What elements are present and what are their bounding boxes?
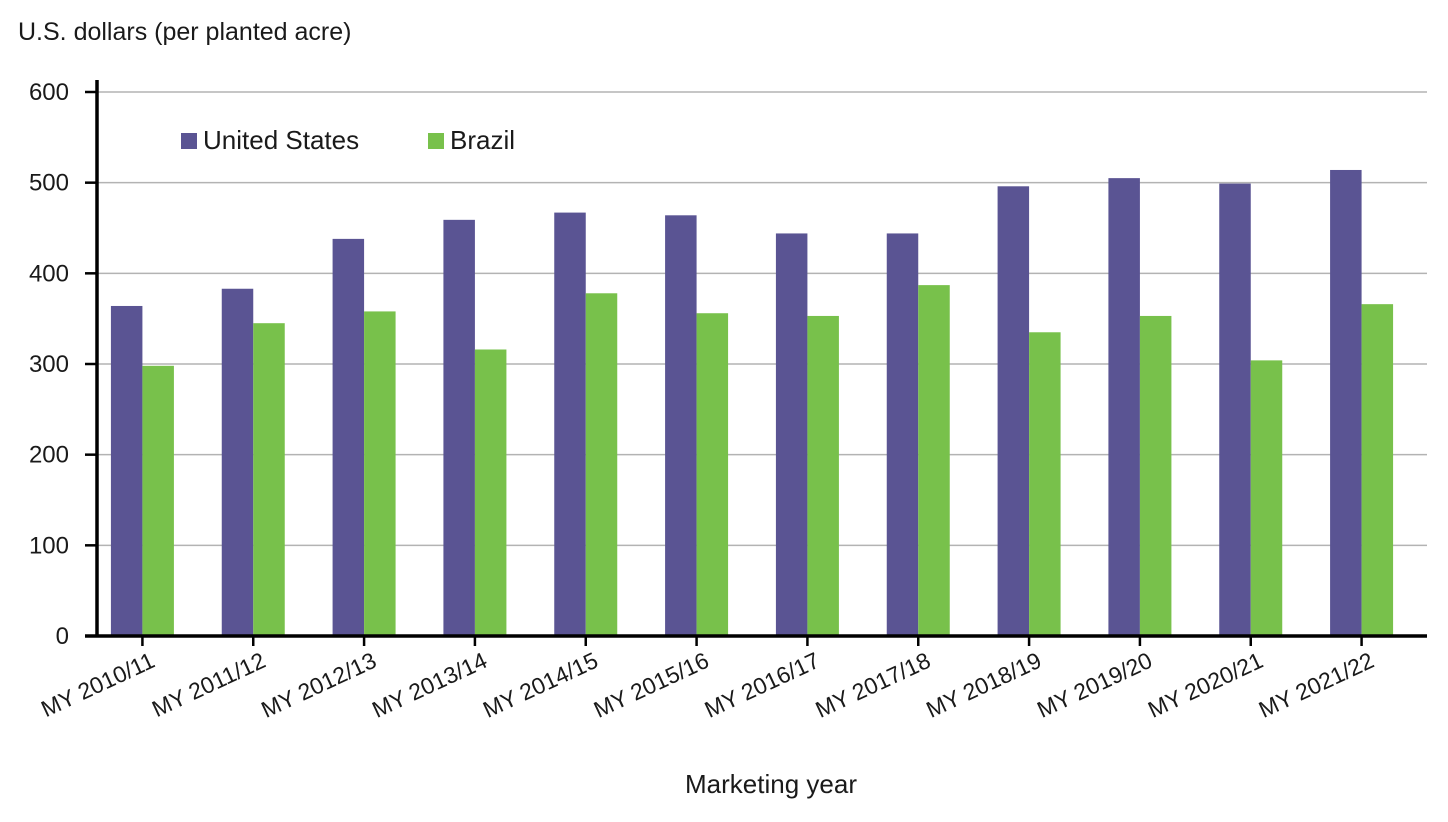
y-tick-label: 600: [29, 79, 69, 106]
x-tick-label: MY 2021/22: [1255, 647, 1378, 723]
axes: [85, 80, 1427, 646]
x-tick-label: MY 2011/12: [148, 647, 269, 722]
legend: United States Brazil: [181, 125, 515, 155]
bar-brazil: [696, 313, 729, 636]
y-tick-label: 200: [29, 442, 69, 469]
y-tick-labels: 0 100 200 300 400 500 600: [29, 79, 69, 650]
bar-brazil: [364, 311, 396, 636]
bars: [110, 169, 1394, 636]
bar-brazil: [1250, 360, 1283, 636]
x-tick-label: MY 2012/13: [257, 647, 380, 723]
y-tick-label: 100: [29, 532, 69, 559]
bar-brazil: [1139, 315, 1172, 636]
legend-label: United States: [203, 125, 359, 155]
x-tick-label: MY 2010/11: [37, 647, 158, 722]
x-axis-label: Marketing year: [685, 769, 857, 799]
bar-brazil: [1029, 332, 1061, 636]
y-tick-label: 300: [29, 351, 69, 378]
x-tick-label: MY 2017/18: [811, 647, 934, 723]
x-tick-label: MY 2016/17: [700, 647, 823, 723]
y-tick-label: 400: [29, 260, 69, 287]
bar-brazil: [253, 323, 285, 636]
bar-brazil: [1361, 304, 1394, 636]
x-tick-label: MY 2013/14: [368, 647, 491, 723]
x-tick-label: MY 2014/15: [479, 647, 602, 723]
bar-brazil: [807, 315, 839, 636]
gridlines: [97, 91, 1427, 547]
x-tick-label: MY 2020/21: [1144, 647, 1267, 723]
y-tick-label: 0: [56, 623, 69, 650]
x-tick-label: MY 2018/19: [922, 647, 1045, 723]
bar-united-states: [332, 238, 365, 636]
bar-united-states: [1330, 169, 1362, 636]
bar-brazil: [474, 349, 507, 636]
bar-united-states: [997, 186, 1030, 636]
bar-united-states: [110, 305, 143, 636]
bar-brazil: [585, 293, 618, 636]
bar-brazil: [918, 285, 950, 636]
bar-united-states: [554, 212, 586, 636]
bar-united-states: [665, 215, 697, 636]
y-tick-label: 500: [29, 170, 69, 197]
legend-swatch: [181, 133, 197, 149]
legend-label: Brazil: [450, 125, 515, 155]
x-tick-label: MY 2015/16: [590, 647, 713, 723]
bar-united-states: [443, 219, 475, 636]
bar-united-states: [221, 288, 254, 636]
bar-united-states: [775, 233, 808, 636]
bar-brazil: [142, 365, 174, 636]
y-axis-label: U.S. dollars (per planted acre): [18, 18, 351, 46]
bar-united-states: [1108, 178, 1140, 636]
bar-united-states: [1219, 183, 1251, 636]
legend-swatch: [428, 133, 444, 149]
bar-united-states: [886, 233, 919, 636]
x-tick-label: MY 2019/20: [1033, 647, 1156, 723]
